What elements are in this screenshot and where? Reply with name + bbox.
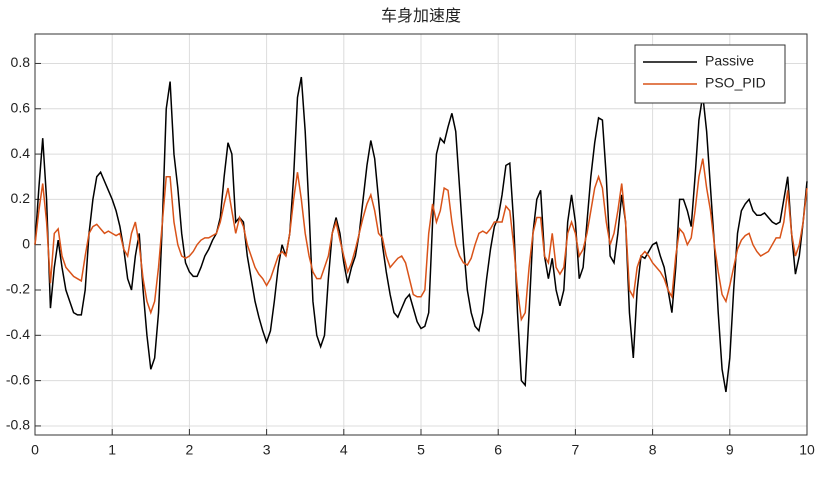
y-tick-label: -0.2 [6, 281, 30, 297]
series-line [34, 158, 808, 322]
x-tick-label: 1 [108, 442, 116, 458]
x-tick-label: 5 [417, 442, 425, 458]
y-tick-label: 0.8 [11, 54, 31, 70]
y-tick-label: -0.8 [6, 417, 30, 433]
x-tick-label: 3 [263, 442, 271, 458]
chart-title: 车身加速度 [381, 7, 461, 25]
legend-box [634, 44, 786, 104]
x-tick-label: 10 [799, 442, 815, 458]
y-tick-label: 0.6 [11, 99, 31, 115]
legend-label: Passive [705, 53, 754, 69]
x-tick-label: 8 [649, 442, 657, 458]
x-tick-label: 6 [494, 442, 502, 458]
y-tick-label: 0.4 [11, 145, 31, 161]
y-tick-label: -0.6 [6, 371, 30, 387]
x-tick-label: 2 [186, 442, 194, 458]
x-tick-label: 4 [340, 442, 348, 458]
x-tick-label: 9 [726, 442, 734, 458]
x-tick-label: 7 [572, 442, 580, 458]
x-tick-label: 0 [31, 442, 39, 458]
series-line [34, 76, 808, 393]
y-tick-label: 0 [22, 235, 30, 251]
y-tick-label: -0.4 [6, 326, 30, 342]
legend-label: PSO_PID [705, 75, 766, 91]
y-tick-label: 0.2 [11, 190, 31, 206]
